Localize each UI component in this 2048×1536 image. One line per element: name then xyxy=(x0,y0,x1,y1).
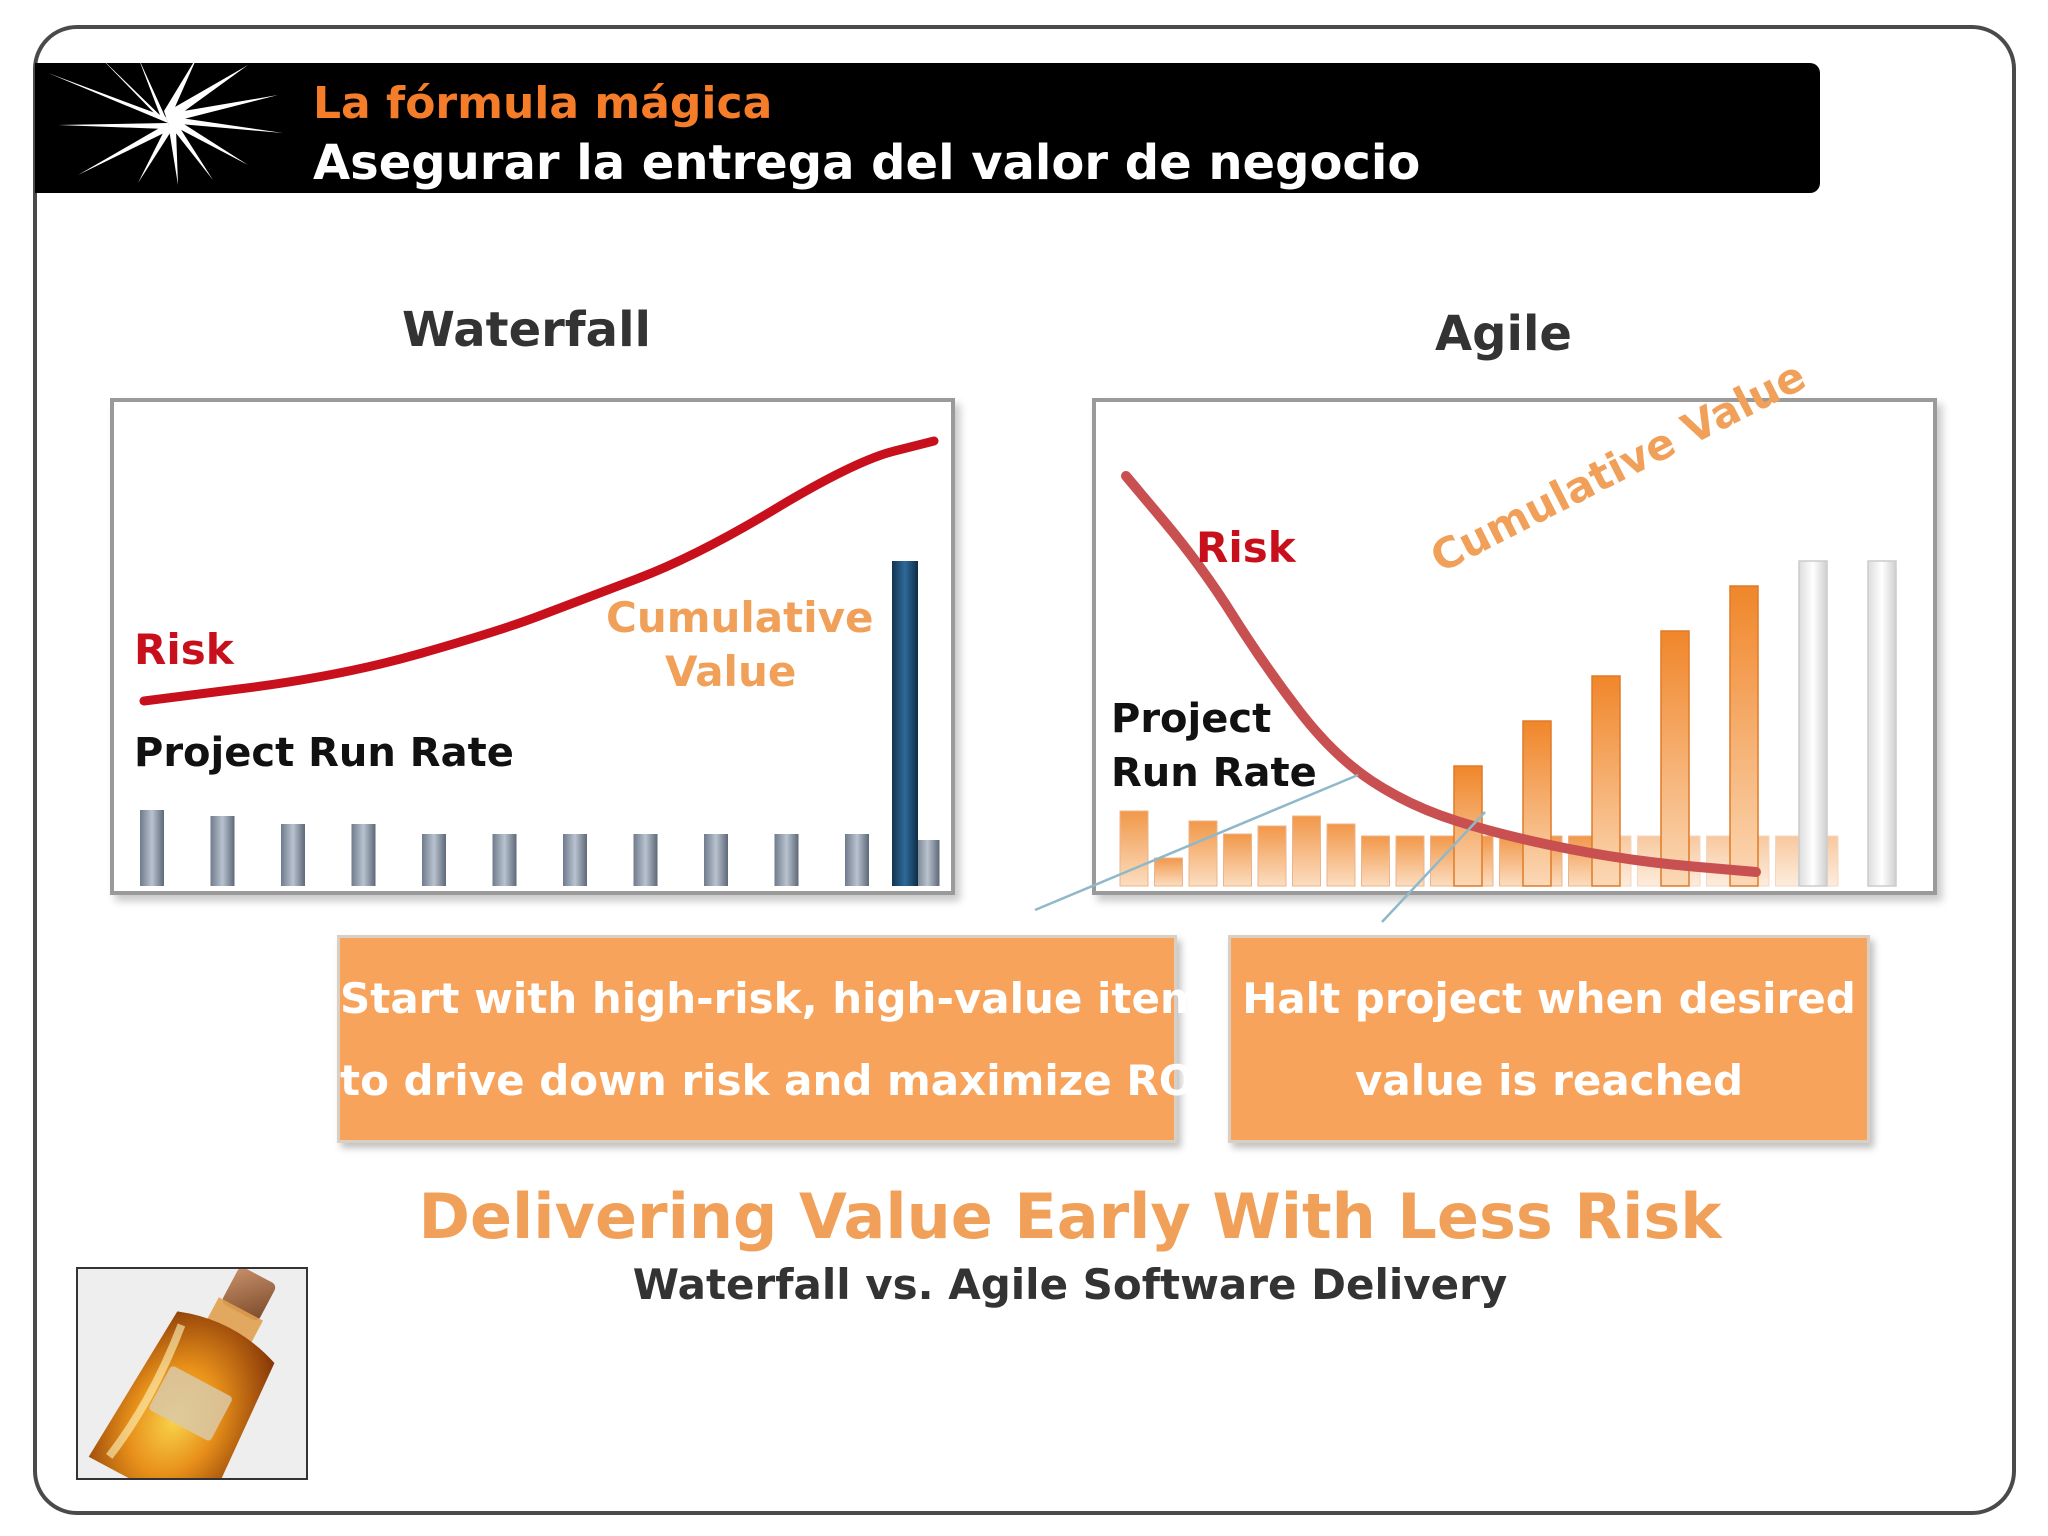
main-heading: Delivering Value Early With Less Risk xyxy=(418,1180,1722,1253)
waterfall-runrate-bar xyxy=(633,834,658,886)
agile-title: Agile xyxy=(1435,306,1572,362)
callout-right-line1: Halt project when desired xyxy=(1242,974,1856,1023)
agile-runrate-bar xyxy=(1292,815,1321,887)
sub-heading: Waterfall vs. Agile Software Delivery xyxy=(632,1260,1508,1309)
agile-future-bar xyxy=(1798,560,1828,887)
waterfall-runrate-bar xyxy=(704,834,728,886)
waterfall-value-label-line2: Value xyxy=(665,647,797,696)
agile-runrate-bar xyxy=(1257,825,1287,887)
agile-runrate-bar xyxy=(1361,835,1390,887)
waterfall-runrate-label: Project Run Rate xyxy=(134,730,514,776)
header-title: La fórmula mágica xyxy=(313,78,773,129)
waterfall-value-bar xyxy=(892,561,918,886)
agile-runrate-label-line1: Project xyxy=(1111,696,1272,742)
waterfall-title: Waterfall xyxy=(402,302,651,358)
header-bar xyxy=(35,63,1820,193)
waterfall-runrate-bar xyxy=(774,834,799,886)
header-subtitle: Asegurar la entrega del valor de negocio xyxy=(313,135,1421,191)
elixir-bottle-image xyxy=(76,1267,308,1480)
agile-risk-curve xyxy=(1121,471,1761,877)
waterfall-chart-svg xyxy=(139,436,940,886)
waterfall-runrate-bar xyxy=(351,824,376,886)
waterfall-runrate-bar xyxy=(915,840,940,886)
agile-runrate-bar xyxy=(1119,810,1149,887)
waterfall-runrate-bar xyxy=(281,824,305,886)
waterfall-runrate-bar xyxy=(845,834,869,886)
agile-cumulative-bar xyxy=(1522,720,1552,887)
callout-left-line2: to drive down risk and maximize ROI xyxy=(340,1056,1211,1105)
waterfall-runrate-bar xyxy=(140,810,164,886)
waterfall-risk-label: Risk xyxy=(134,625,234,674)
callout-high-risk-first: Start with high-risk, high-value items t… xyxy=(337,935,1229,1143)
agile-cumulative-bar xyxy=(1660,630,1690,887)
agile-chart-svg xyxy=(1119,471,1897,887)
callout-left-line1: Start with high-risk, high-value items xyxy=(340,974,1229,1023)
callout-halt-project: Halt project when desired value is reach… xyxy=(1228,935,1870,1143)
agile-runrate-bar xyxy=(1154,857,1183,887)
agile-runrate-bar xyxy=(1223,833,1252,887)
waterfall-runrate-bar xyxy=(563,834,587,886)
bottle-icon xyxy=(78,1269,306,1478)
waterfall-chart: Risk Cumulative Value Project Run Rate xyxy=(110,398,955,895)
agile-risk-label: Risk xyxy=(1196,523,1296,572)
agile-runrate-bar xyxy=(1395,835,1425,887)
agile-chart: Risk Cumulative Value Project Run Rate xyxy=(1092,351,1937,895)
waterfall-runrate-bar xyxy=(422,834,446,886)
starburst-icon xyxy=(48,55,283,185)
agile-runrate-bar xyxy=(1188,820,1218,887)
callout-right-line2: value is reached xyxy=(1354,1056,1744,1105)
waterfall-runrate-bar xyxy=(210,816,235,886)
agile-cumulative-bar xyxy=(1729,585,1759,887)
waterfall-value-label-line1: Cumulative xyxy=(606,593,874,642)
waterfall-runrate-bar xyxy=(492,834,517,886)
agile-runrate-bar xyxy=(1326,823,1356,887)
waterfall-risk-curve xyxy=(139,436,939,706)
agile-runrate-label-line2: Run Rate xyxy=(1111,750,1317,796)
agile-future-bar xyxy=(1867,560,1897,887)
